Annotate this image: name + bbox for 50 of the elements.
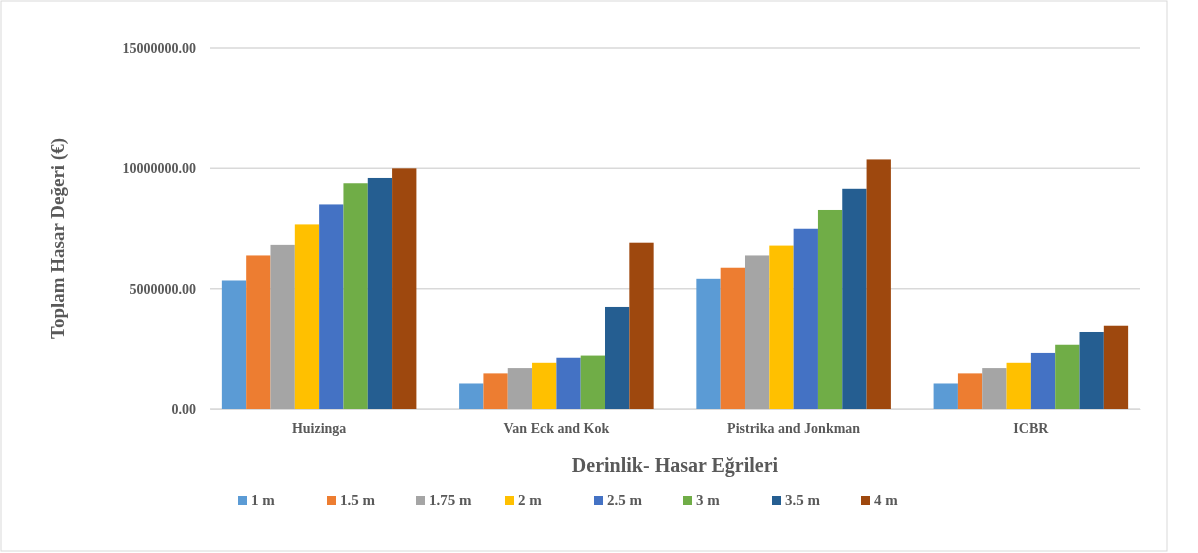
bar: [842, 188, 867, 409]
bar: [221, 280, 247, 409]
x-axis-title: Derinlik- Hasar Eğrileri: [571, 454, 779, 477]
legend-label: 1.75 m: [429, 492, 472, 508]
bar: [1006, 362, 1031, 409]
legend-label: 2.5 m: [607, 492, 643, 508]
legend-label: 3 m: [696, 492, 721, 508]
y-axis-title: Toplam Hasar Değeri (€): [47, 137, 69, 340]
bar: [817, 209, 843, 409]
bar: [769, 245, 794, 409]
bar: [629, 242, 654, 409]
bar: [793, 228, 818, 409]
bar: [319, 204, 344, 409]
y-tick-label: 10000000.00: [122, 161, 196, 177]
bar: [1030, 352, 1056, 409]
bar: [294, 224, 320, 409]
bar: [605, 306, 630, 409]
bar: [580, 355, 606, 409]
legend-label: 1.5 m: [340, 492, 376, 508]
bar: [933, 383, 958, 409]
y-tick-label: 15000000.00: [122, 40, 196, 56]
x-tick-label: Van Eck and Kok: [503, 420, 610, 436]
legend-label: 2 m: [518, 492, 543, 508]
bar: [392, 168, 417, 409]
bar: [367, 177, 393, 409]
bar: [246, 255, 271, 409]
bar: [982, 368, 1007, 409]
bar: [459, 383, 484, 409]
bar: [744, 255, 770, 409]
bar: [270, 244, 295, 409]
x-tick-label: Pistrika and Jonkman: [727, 420, 861, 436]
legend-label: 1 m: [251, 492, 276, 508]
y-tick-label: 0.00: [171, 401, 196, 417]
legend-label: 3.5 m: [785, 492, 821, 508]
bar: [507, 368, 533, 409]
x-tick-label: ICBR: [1013, 420, 1050, 436]
bar: [483, 373, 508, 409]
bar: [1079, 331, 1104, 409]
bar: [957, 373, 983, 409]
legend-label: 4 m: [874, 492, 899, 508]
bar: [1103, 325, 1129, 409]
bar: [720, 267, 745, 409]
y-tick-label: 5000000.00: [129, 281, 196, 297]
bar: [866, 159, 891, 409]
bar: [532, 362, 557, 409]
bar: [556, 357, 581, 409]
bar: [696, 278, 721, 409]
bar: [343, 183, 368, 409]
x-tick-label: Huizinga: [291, 420, 347, 436]
bar: [1055, 344, 1080, 409]
